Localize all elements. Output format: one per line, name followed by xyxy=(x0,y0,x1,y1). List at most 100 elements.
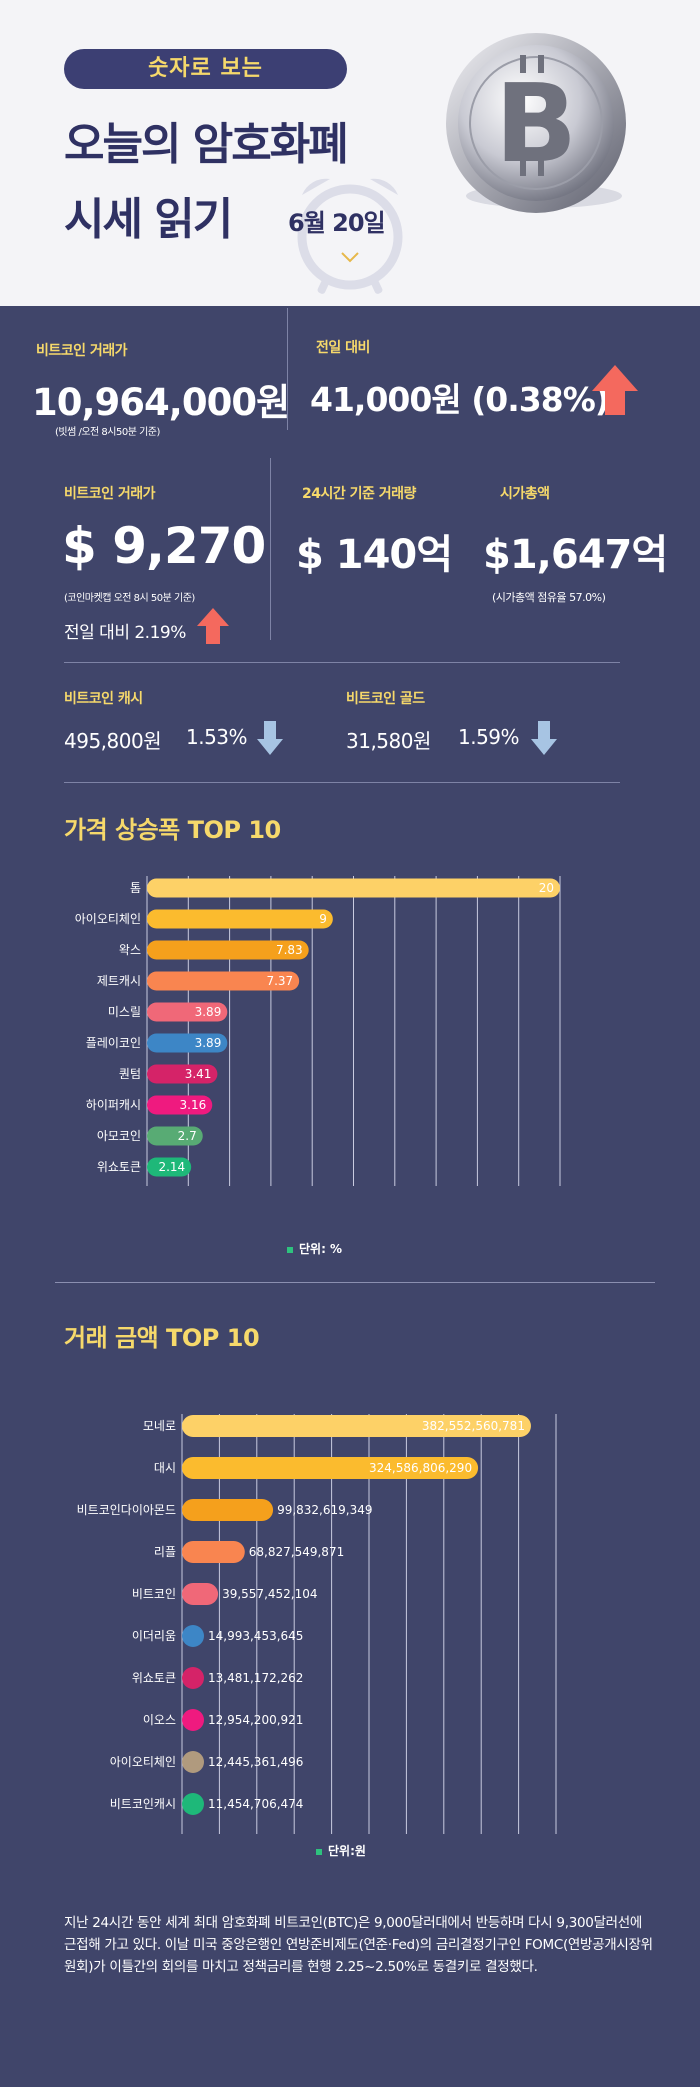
category-label: 아모코인 xyxy=(97,1129,141,1143)
arrow-up-icon xyxy=(197,608,229,644)
category-label: 비트코인캐시 xyxy=(110,1797,176,1811)
market-cap-label: 시가총액 xyxy=(500,486,550,502)
category-label: 왁스 xyxy=(119,943,141,957)
btc-krw-note: (빗썸 /오전 8시50분 기준) xyxy=(55,427,160,438)
chart2-unit: 단위:원 xyxy=(316,1842,366,1859)
legend-dot xyxy=(316,1848,322,1855)
legend-dot xyxy=(287,1246,293,1253)
category-label: 모네로 xyxy=(143,1419,176,1433)
bar xyxy=(182,1793,204,1815)
chart2-unit-label: 단위:원 xyxy=(328,1844,366,1858)
trade-volume-chart: 모네로 382,552,560,781 대시 324,586,806,290 비트코인다… xyxy=(0,1398,700,1838)
category-label: 퀀텀 xyxy=(119,1067,141,1081)
category-label: 이오스 xyxy=(143,1713,176,1727)
data-label: 3.89 xyxy=(195,1005,222,1019)
price-rise-chart: 톰 20 아이오티체인 9 왁스 7.83 제트캐시 7.37 미스릴 3.89 플레이코인 3.89… xyxy=(0,860,700,1260)
price-rise-chart-svg: 톰 20 아이오티체인 9 왁스 7.83 제트캐시 7.37 미스릴 3.89 플레이코인 3.89… xyxy=(75,876,561,1186)
bar xyxy=(147,1157,192,1177)
data-label: 2.14 xyxy=(158,1160,185,1174)
btc-krw-label: 비트코인 거래가 xyxy=(36,343,128,359)
chart1-title: 가격 상승폭 TOP 10 xyxy=(64,816,281,844)
divider xyxy=(287,308,288,430)
bar xyxy=(147,1095,213,1115)
bar xyxy=(182,1541,245,1563)
bar xyxy=(182,1625,204,1647)
category-label: 위쇼토큰 xyxy=(97,1160,141,1174)
category-label: 비트코인다이아몬드 xyxy=(77,1503,176,1517)
bar xyxy=(147,1064,218,1084)
chart1-unit-label: 단위: % xyxy=(299,1242,343,1256)
data-label: 14,993,453,645 xyxy=(208,1629,303,1643)
header-date: 6월 20일 xyxy=(288,209,386,237)
btg-value: 31,580원 xyxy=(346,729,431,753)
bar xyxy=(147,1002,228,1022)
bar xyxy=(147,1033,228,1053)
data-label: 68,827,549,871 xyxy=(249,1545,344,1559)
data-label: 39,557,452,104 xyxy=(222,1587,317,1601)
category-label: 리플 xyxy=(154,1545,176,1559)
category-label: 아이오티체인 xyxy=(75,912,141,926)
bitcoin-coin-icon: B xyxy=(446,33,626,213)
btc-krw-value: 10,964,000원 xyxy=(32,381,290,424)
arrow-down-icon xyxy=(257,721,283,755)
category-label: 제트캐시 xyxy=(97,974,141,988)
divider xyxy=(270,458,271,640)
category-label: 아이오티체인 xyxy=(110,1755,176,1769)
btc-usd-change: 전일 대비 2.19% xyxy=(64,623,186,643)
volume-value: $ 140억 xyxy=(296,532,453,578)
data-label: 11,454,706,474 xyxy=(208,1797,303,1811)
header-title-line1: 오늘의 암호화폐 xyxy=(64,119,349,170)
footer-text: 지난 24시간 동안 세계 최대 암호화폐 비트코인(BTC)은 9,000달러… xyxy=(64,1915,653,1975)
divider xyxy=(55,1282,655,1283)
data-label: 7.37 xyxy=(266,974,293,988)
btg-label: 비트코인 골드 xyxy=(346,691,425,707)
day-change-value: 41,000원 (0.38%) xyxy=(310,380,610,419)
svg-text:B: B xyxy=(495,62,577,187)
divider xyxy=(64,782,620,783)
bch-value: 495,800원 xyxy=(64,729,162,753)
bar xyxy=(147,909,333,929)
data-label: 7.83 xyxy=(276,943,303,957)
btc-usd-value: $ 9,270 xyxy=(62,517,266,575)
bch-change: 1.53% xyxy=(186,725,248,749)
btc-usd-note: (코인마켓캡 오전 8시 50분 기준) xyxy=(64,593,195,604)
bar xyxy=(182,1457,479,1479)
bar xyxy=(182,1751,204,1773)
data-label: 9 xyxy=(319,912,327,926)
data-label: 12,445,361,496 xyxy=(208,1755,303,1769)
volume-label: 24시간 기준 거래량 xyxy=(302,486,416,502)
category-label: 플레이코인 xyxy=(86,1036,141,1050)
data-label: 3.41 xyxy=(185,1067,212,1081)
trade-volume-chart-svg: 모네로 382,552,560,781 대시 324,586,806,290 비트코인다… xyxy=(77,1414,557,1834)
chart2-title: 거래 금액 TOP 10 xyxy=(64,1324,260,1352)
bar xyxy=(182,1583,219,1605)
bch-label: 비트코인 캐시 xyxy=(64,691,143,707)
bar xyxy=(147,1126,203,1146)
category-label: 대시 xyxy=(154,1461,176,1475)
data-label: 99,832,619,349 xyxy=(277,1503,372,1517)
arrow-up-icon xyxy=(592,365,638,415)
category-label: 비트코인 xyxy=(132,1587,176,1601)
data-label: 20 xyxy=(539,881,554,895)
data-label: 12,954,200,921 xyxy=(208,1713,303,1727)
divider xyxy=(64,662,620,663)
category-label: 미스릴 xyxy=(108,1005,141,1019)
chart1-unit: 단위: % xyxy=(287,1240,342,1257)
category-label: 톰 xyxy=(130,881,141,895)
btc-usd-label: 비트코인 거래가 xyxy=(64,486,156,502)
market-cap-note: (시가총액 점유율 57.0%) xyxy=(492,591,606,604)
bar xyxy=(182,1709,204,1731)
btg-change: 1.59% xyxy=(458,725,520,749)
category-label: 이더리움 xyxy=(132,1629,176,1643)
bar xyxy=(182,1415,531,1437)
category-label: 위쇼토큰 xyxy=(132,1671,176,1685)
data-label: 324,586,806,290 xyxy=(369,1461,472,1475)
bar xyxy=(147,878,560,898)
header: 숫자로 보는 오늘의 암호화폐 시세 읽기 6월 20일 xyxy=(0,0,700,306)
bar xyxy=(147,940,309,960)
data-label: 13,481,172,262 xyxy=(208,1671,303,1685)
day-change-label: 전일 대비 xyxy=(316,340,370,356)
data-label: 3.16 xyxy=(180,1098,207,1112)
data-label: 3.89 xyxy=(195,1036,222,1050)
